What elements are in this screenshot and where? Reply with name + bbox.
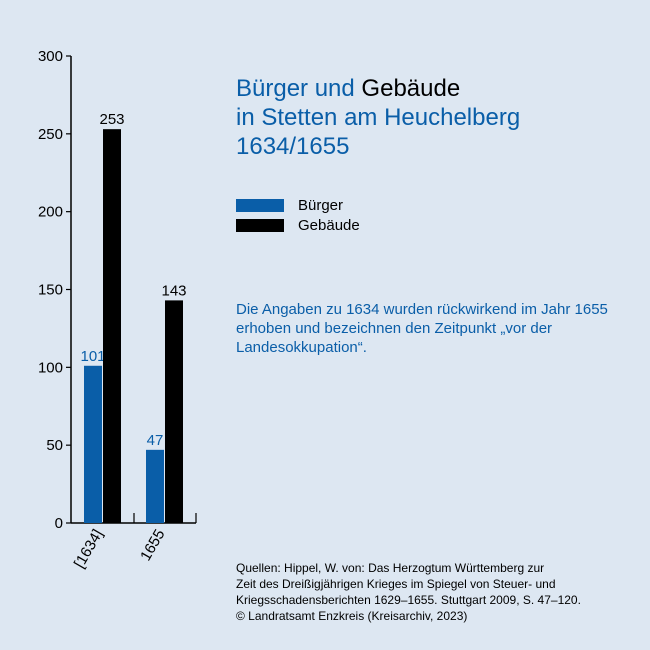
title-line-1: Bürger und Gebäude	[236, 74, 520, 103]
bar-buerger-1	[146, 449, 164, 523]
data-label-gebaeude-1: 143	[161, 282, 186, 299]
legend-item-gebaeude: Gebäude	[236, 215, 360, 235]
legend-item-buerger: Bürger	[236, 195, 360, 215]
bar-buerger-0	[84, 365, 102, 523]
title-part-gebaeude: Gebäude	[361, 75, 461, 102]
x-tick-label-0: [1634]	[71, 527, 107, 572]
y-tick-label-150: 150	[38, 282, 63, 299]
source-text: Quellen: Hippel, W. von: Das Herzogtum W…	[236, 560, 636, 624]
y-tick-label-300: 300	[38, 48, 63, 65]
legend-swatch-buerger	[236, 198, 284, 212]
x-tick-label-1: 1655	[137, 527, 168, 564]
legend-swatch-gebaeude	[236, 218, 284, 232]
legend: Bürger Gebäude	[236, 195, 360, 235]
data-label-buerger-0: 101	[80, 348, 105, 365]
data-label-buerger-1: 47	[147, 432, 164, 449]
y-tick-label-250: 250	[38, 126, 63, 143]
legend-label-buerger: Bürger	[298, 196, 344, 214]
legend-label-gebaeude: Gebäude	[298, 216, 360, 234]
y-tick-label-200: 200	[38, 204, 63, 221]
title-part-buerger: Bürger und	[236, 75, 362, 102]
chart-title: Bürger und Gebäude in Stetten am Heuchel…	[236, 74, 520, 161]
y-tick-label-50: 50	[46, 437, 63, 454]
data-label-gebaeude-0: 253	[99, 111, 124, 128]
source-line-2: Zeit des Dreißigjährigen Krieges im Spie…	[236, 577, 556, 591]
title-line-3: 1634/1655	[236, 133, 350, 160]
bar-gebaeude-0	[103, 129, 121, 523]
note-text: Die Angaben zu 1634 wurden rückwirkend i…	[236, 301, 608, 356]
title-line-2: in Stetten am Heuchelberg	[236, 104, 521, 131]
bar-gebaeude-1	[165, 300, 183, 523]
y-tick-label-0: 0	[55, 515, 63, 532]
source-line-4: © Landratsamt Enzkreis (Kreisarchiv, 202…	[236, 609, 468, 623]
source-line-1: Quellen: Hippel, W. von: Das Herzogtum W…	[236, 561, 545, 575]
source-line-3: Kriegsschadensberichten 1629–1655. Stutt…	[236, 593, 581, 607]
y-tick-label-100: 100	[38, 359, 63, 376]
